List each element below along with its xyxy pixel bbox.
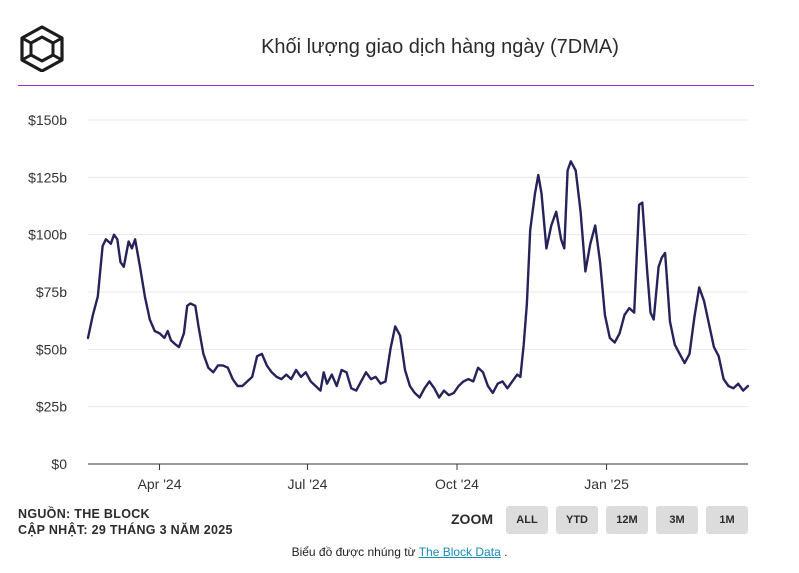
y-tick-label: $50b bbox=[36, 341, 67, 357]
the-block-data-link[interactable]: The Block Data bbox=[418, 545, 501, 559]
embed-footer: Biểu đồ được nhúng từ The Block Data . bbox=[0, 545, 799, 559]
y-tick-label: $150b bbox=[28, 112, 67, 128]
y-tick-label: $75b bbox=[36, 284, 67, 300]
y-tick-label: $0 bbox=[51, 456, 67, 472]
x-tick-label: Jan '25 bbox=[584, 476, 629, 492]
x-tick-label: Jul '24 bbox=[287, 476, 327, 492]
source-info: NGUỒN: THE BLOCK CẬP NHẬT: 29 THÁNG 3 NĂ… bbox=[18, 506, 233, 538]
footer-suffix: . bbox=[500, 545, 508, 559]
chart-title: Khối lượng giao dịch hàng ngày (7DMA) bbox=[261, 36, 619, 58]
zoom-12m-button[interactable]: 12M bbox=[606, 506, 648, 534]
zoom-all-button[interactable]: ALL bbox=[506, 506, 548, 534]
y-tick-label: $125b bbox=[28, 169, 67, 185]
volume-series-line bbox=[86, 160, 750, 399]
title-divider bbox=[18, 85, 754, 86]
zoom-ytd-button[interactable]: YTD bbox=[556, 506, 598, 534]
y-tick-label: $100b bbox=[28, 227, 67, 243]
volume-line-chart: $0 $25b $50b $75b $100b $125b $150b Apr '24 Jul … bbox=[28, 112, 750, 492]
source-label: NGUỒN: THE BLOCK bbox=[18, 507, 150, 521]
updated-label: CẬP NHẬT: 29 THÁNG 3 NĂM 2025 bbox=[18, 523, 233, 537]
x-tick-label: Oct '24 bbox=[435, 476, 479, 492]
zoom-1m-button[interactable]: 1M bbox=[706, 506, 748, 534]
footer-prefix: Biểu đồ được nhúng từ bbox=[291, 545, 419, 559]
zoom-3m-button[interactable]: 3M bbox=[656, 506, 698, 534]
zoom-label: ZOOM bbox=[451, 511, 493, 527]
the-block-logo-icon[interactable] bbox=[18, 24, 66, 73]
y-tick-label: $25b bbox=[36, 399, 67, 415]
x-tick-label: Apr '24 bbox=[138, 476, 182, 492]
